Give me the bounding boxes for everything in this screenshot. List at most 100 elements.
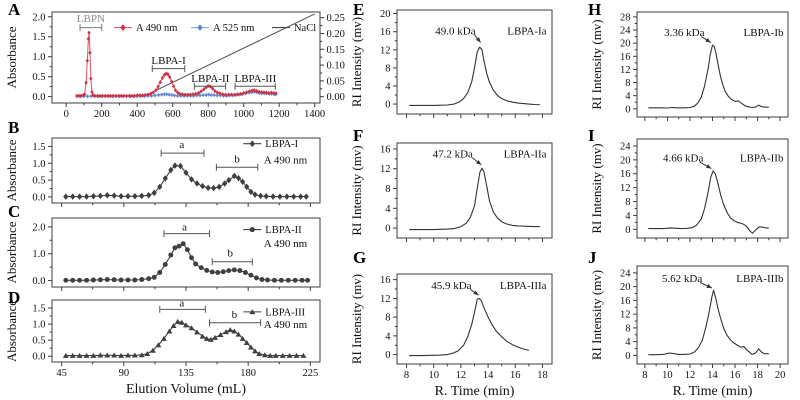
svg-text:R. Time (min): R. Time (min) [673,384,753,399]
svg-text:8: 8 [385,313,390,324]
svg-text:LBPA-II: LBPA-II [191,73,229,85]
panel-B-plot: 0.0 0.5 1.0 1.5 Absorbance LBPA-I a b A 490 nm [4,137,321,207]
svg-text:LBPA-IIIa: LBPA-IIIa [500,280,547,292]
svg-text:18: 18 [752,370,763,381]
svg-text:400: 400 [129,109,145,120]
svg-text:18: 18 [537,370,548,381]
svg-text:800: 800 [200,109,216,120]
svg-text:10: 10 [428,370,439,381]
svg-text:2.0: 2.0 [32,222,45,233]
panel-B-letter: B [8,118,20,137]
svg-text:3.36 kDa: 3.36 kDa [664,27,704,39]
svg-text:16: 16 [380,275,391,286]
svg-text:LBPA-IIb: LBPA-IIb [740,153,784,165]
panel-C: C 0.0 1.0 2.0 Absorbance LBPA-II a b A 490 nm [0,202,332,291]
svg-text:2.0: 2.0 [32,12,45,23]
svg-text:0.5: 0.5 [32,176,45,187]
svg-text:4: 4 [625,337,631,348]
panel-I-letter: I [588,126,595,145]
svg-text:4: 4 [385,81,391,92]
svg-text:LBPA-I: LBPA-I [151,55,186,67]
svg-text:8: 8 [625,323,630,334]
svg-text:0.0: 0.0 [32,276,45,287]
panel-D-letter: D [8,288,21,307]
svg-text:49.0 kDa: 49.0 kDa [435,25,475,37]
svg-text:0: 0 [385,350,390,361]
svg-text:b: b [227,248,233,260]
svg-text:12: 12 [620,310,631,321]
svg-text:a: a [182,221,187,233]
svg-text:225: 225 [302,368,318,379]
svg-text:0: 0 [385,100,390,111]
panel-G-plot: 8 10 12 14 16 18 0 4 8 12 16 RI Intensity (mv) R. Ti… [349,273,553,399]
svg-text:LBPA-IIIb: LBPA-IIIb [736,273,784,285]
panel-F: F 0 4 8 12 16 RI Intensity (mv) 47.2 kDa LBPA-I… [345,126,559,246]
svg-text:0: 0 [625,351,630,362]
svg-text:0.0: 0.0 [32,192,45,203]
svg-text:RI Intensity (mv): RI Intensity (mv) [349,145,364,235]
svg-text:0: 0 [64,109,69,120]
svg-text:0.15: 0.15 [327,45,345,56]
svg-text:12: 12 [456,370,467,381]
svg-text:LBPA-Ib: LBPA-Ib [744,27,784,39]
svg-text:a: a [179,139,184,151]
svg-text:b: b [232,309,238,321]
svg-text:LBPA-III: LBPA-III [235,73,277,85]
svg-text:RI Intensity (mv): RI Intensity (mv) [589,143,604,233]
svg-text:0.5: 0.5 [32,72,45,83]
svg-text:12: 12 [685,370,696,381]
svg-text:A 490 nm: A 490 nm [264,154,308,166]
svg-text:12: 12 [380,164,391,175]
panel-A: A 0 200 400 600 800 1000 1200 1400 0.0 0.5 1.0 1.5 2… [0,0,362,124]
svg-text:24: 24 [620,268,631,279]
svg-text:24: 24 [620,141,631,152]
svg-text:1.5: 1.5 [32,32,45,43]
svg-text:20: 20 [620,282,631,293]
svg-text:a: a [179,297,184,309]
svg-text:LBPA-III: LBPA-III [265,307,305,318]
panel-H: H 0 4 8 12 16 20 24 28 RI Intensity (mv) 3.36 kDa… [580,0,800,126]
svg-text:12: 12 [380,294,391,305]
panel-D: D 45 90 135 180 225 0.0 0.5 1.0 1.5 Absorbance Elu… [0,288,332,400]
svg-text:A 490 nm: A 490 nm [264,238,308,250]
svg-text:20: 20 [620,155,631,166]
svg-text:0.05: 0.05 [327,76,345,87]
svg-text:0: 0 [385,224,390,235]
svg-text:5.62 kDa: 5.62 kDa [662,273,702,285]
svg-text:1400: 1400 [304,109,325,120]
svg-text:16: 16 [620,52,631,63]
svg-text:4: 4 [625,91,631,102]
svg-text:90: 90 [119,368,130,379]
svg-text:135: 135 [178,368,194,379]
panel-J: J 8 10 12 14 16 18 20 0 4 8 12 16 20 24 RI Intensity (… [580,248,800,400]
svg-text:RI Intensity (mv): RI Intensity (mv) [349,17,364,107]
panel-A-plot: 0 200 400 600 800 1000 1200 1400 0.0 0.5 1.0 1.5 2.0… [4,11,345,120]
svg-text:16: 16 [380,144,391,155]
svg-text:Absorbance: Absorbance [4,300,19,362]
svg-text:12: 12 [380,45,391,56]
svg-text:b: b [234,154,240,166]
svg-text:200: 200 [94,109,110,120]
svg-text:1.0: 1.0 [32,249,45,260]
svg-text:LBPA-I: LBPA-I [265,139,298,150]
svg-text:Elution Volume (mL): Elution Volume (mL) [126,382,246,397]
svg-text:1.5: 1.5 [32,142,45,153]
panel-I: I 0 4 8 12 16 20 24 RI Intensity (mv) 4.66 kDa LB… [580,126,800,246]
svg-text:1.5: 1.5 [32,304,45,315]
panel-E-plot: 0 4 8 12 16 20 RI Intensity (mv) 49.0 kDa LBPA-I… [349,9,553,118]
svg-text:20: 20 [775,370,786,381]
svg-text:45.9 kDa: 45.9 kDa [431,280,471,292]
svg-text:0.25: 0.25 [327,13,345,24]
svg-text:1.0: 1.0 [32,52,45,63]
svg-text:0.10: 0.10 [327,61,345,72]
svg-text:16: 16 [620,296,631,307]
svg-text:A 525 nm: A 525 nm [213,23,254,34]
svg-text:16: 16 [380,27,391,38]
svg-text:LBPA-Ia: LBPA-Ia [507,25,546,37]
panel-E-letter: E [353,0,365,19]
svg-text:8: 8 [385,184,390,195]
svg-text:10: 10 [662,370,673,381]
panel-D-plot: 45 90 135 180 225 0.0 0.5 1.0 1.5 Absorbance Eluti… [4,297,321,397]
svg-text:47.2 kDa: 47.2 kDa [433,148,473,160]
svg-text:LBPN: LBPN [77,13,105,25]
